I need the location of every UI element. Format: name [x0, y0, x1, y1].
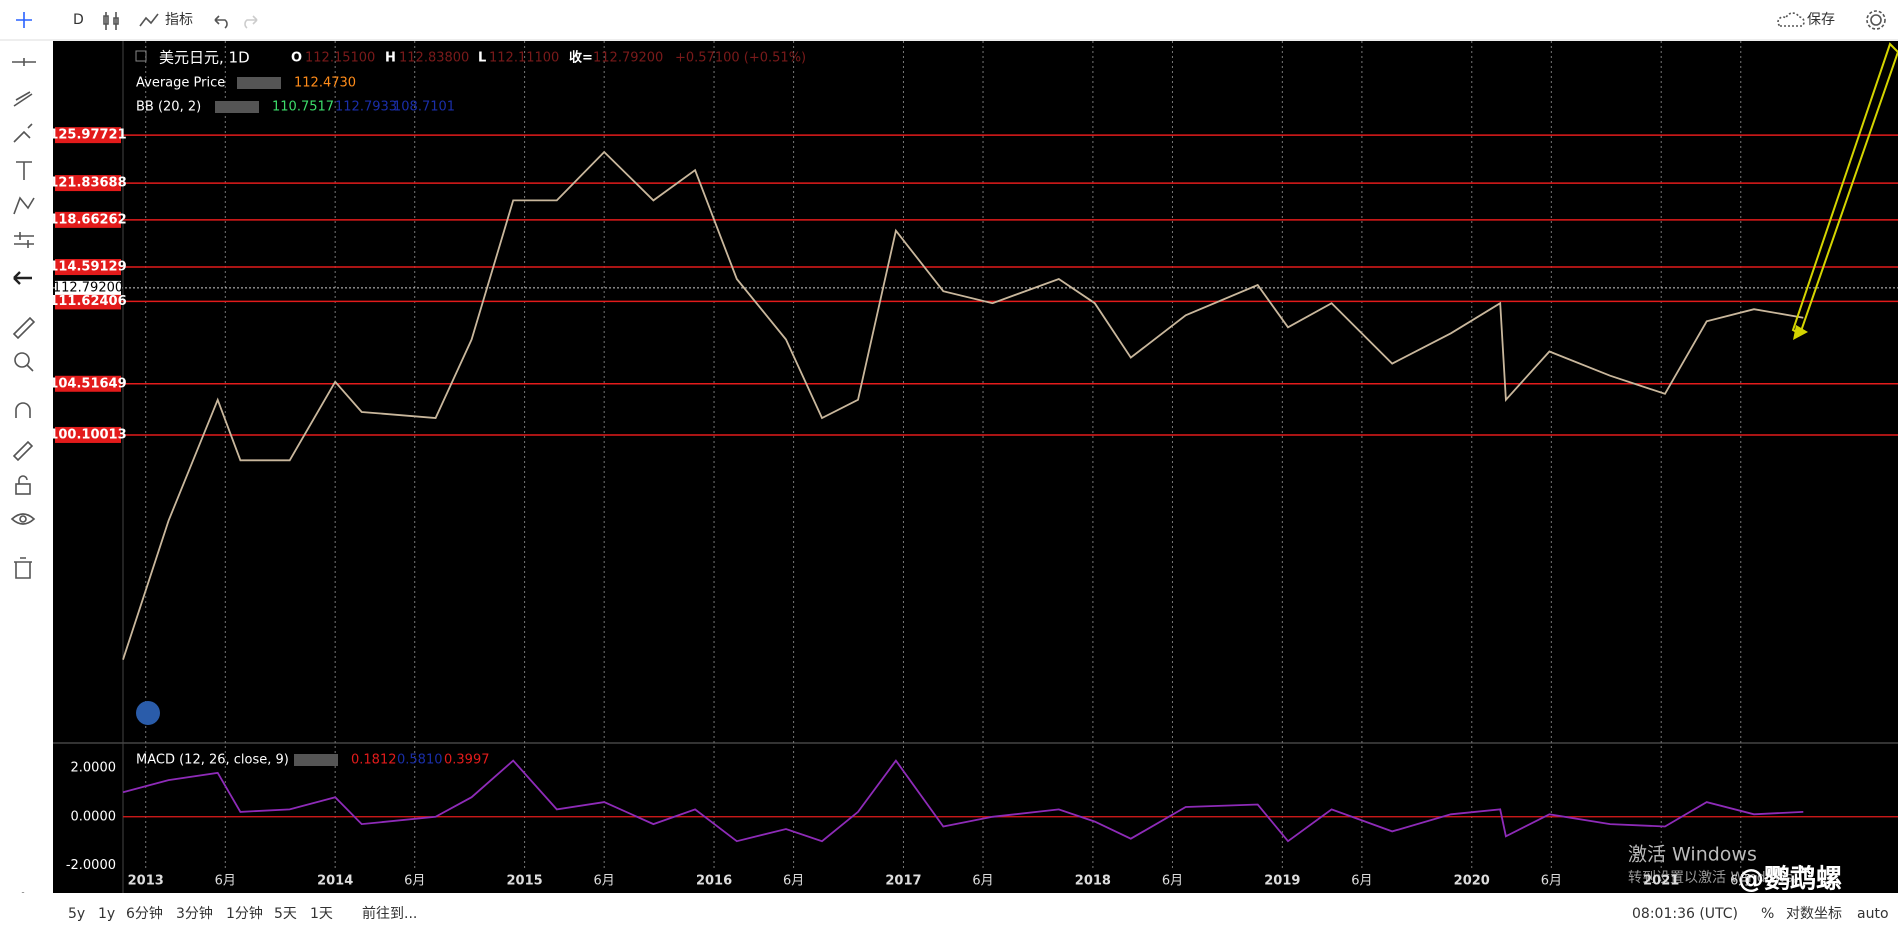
range-buttons: 5y 1y 6分钟 3分钟 1分钟 5天 1天	[68, 905, 333, 922]
range-button[interactable]: 1分钟	[226, 905, 263, 922]
activate-watermark: 激活 Windows	[1628, 844, 1757, 866]
settings-icon[interactable]	[1866, 10, 1886, 30]
close-label: 收=	[569, 50, 593, 66]
sidebar	[0, 41, 53, 936]
level-label: 111.62406	[49, 294, 126, 309]
indicator-buttons[interactable]	[294, 754, 338, 766]
indicator-buttons[interactable]	[237, 77, 281, 89]
settings-watermark: 转到设置以激活 Windows。	[1628, 869, 1807, 886]
bb-upper: 112.7933	[335, 100, 397, 115]
last-price-box	[55, 280, 121, 295]
x-tick-label: 2020	[1454, 874, 1490, 889]
x-tick-label: 6月	[1162, 874, 1183, 889]
x-tick-label: 2015	[507, 874, 543, 889]
x-tick-label: 2017	[885, 874, 921, 889]
x-tick-label: 2013	[128, 874, 164, 889]
x-tick-label: 2014	[317, 874, 353, 889]
bb-name: BB (20, 2)	[136, 100, 201, 115]
range-button[interactable]: 1天	[310, 906, 333, 922]
x-tick-label: 2018	[1075, 874, 1111, 889]
close-value: 112.79200	[593, 51, 663, 66]
auto-button[interactable]: auto	[1857, 906, 1889, 922]
x-tick-label: 6月	[1351, 874, 1372, 889]
y-tick-label: 2.0000	[71, 760, 117, 775]
save-button[interactable]: 保存	[1807, 12, 1835, 28]
collapse-icon[interactable]	[135, 50, 147, 62]
last-price-label: 112.79200	[53, 280, 123, 295]
macd-signal: 0.3997	[444, 753, 490, 768]
indicators-button[interactable]: 指标	[165, 12, 193, 28]
avg-value: 112.4730	[294, 76, 356, 91]
bb-mid: 110.7517	[272, 100, 334, 115]
low-label: L	[478, 51, 486, 66]
change-value: +0.57100 (+0.51%)	[675, 51, 806, 66]
goto-button[interactable]: 前往到...	[362, 905, 417, 922]
redo-icon	[244, 15, 258, 29]
level-label: 104.51649	[49, 376, 126, 391]
log-button[interactable]: 对数坐标	[1786, 906, 1842, 922]
range-button[interactable]: 5y	[68, 906, 85, 922]
percent-button[interactable]: %	[1761, 906, 1774, 922]
bb-lower: 108.7101	[393, 100, 455, 115]
toolbar	[0, 0, 1898, 40]
x-tick-label: 6月	[1730, 874, 1751, 889]
y-tick-label: 0.0000	[71, 809, 117, 824]
sidebar-tools[interactable]	[10, 12, 36, 909]
level-label-box	[55, 175, 121, 192]
trend-arrow-head	[1793, 325, 1808, 340]
level-label-box	[55, 426, 121, 443]
level-label: 118.66262	[49, 212, 126, 227]
high-value: 112.83800	[399, 51, 469, 66]
level-label-box	[55, 127, 121, 144]
x-tick-label: 2021	[1643, 874, 1679, 889]
x-tick-label: 6月	[215, 874, 236, 889]
range-button[interactable]: 6分钟	[126, 905, 163, 922]
level-label: 121.83688	[49, 176, 126, 191]
logo-badge	[136, 701, 160, 725]
level-label-box	[55, 211, 121, 228]
x-tick-label: 6月	[972, 874, 993, 889]
x-tick-label: 6月	[783, 874, 804, 889]
level-label: 125.97721	[49, 128, 126, 143]
open-label: O	[291, 51, 302, 66]
indicators-icon[interactable]	[139, 13, 159, 27]
range-button[interactable]: 5天	[274, 906, 297, 922]
x-tick-label: 6月	[594, 874, 615, 889]
x-tick-label: 2016	[696, 874, 732, 889]
level-label-box	[55, 259, 121, 276]
level-label: 114.59129	[49, 260, 126, 275]
macd-hist: 0.1812	[351, 753, 397, 768]
series-line	[122, 150, 1804, 660]
x-tick-label: 6月	[1541, 874, 1562, 889]
x-tick-label: 6月	[404, 874, 425, 889]
symbol: 美元日元, 1D	[159, 49, 250, 67]
clock: 08:01:36 (UTC)	[1632, 906, 1738, 922]
high-label: H	[385, 51, 396, 66]
plot-layer	[53, 134, 1898, 843]
indicator-buttons[interactable]	[215, 101, 259, 113]
x-tick-label: 2019	[1264, 874, 1300, 889]
range-button[interactable]: 1y	[98, 906, 115, 922]
y-tick-label: -2.0000	[66, 858, 116, 873]
macd-macd: 0.5810	[397, 753, 443, 768]
level-label-box	[55, 293, 121, 310]
series-line	[122, 759, 1804, 843]
macd-name: MACD (12, 26, close, 9)	[136, 753, 289, 768]
interval-button[interactable]: D	[73, 12, 84, 28]
open-value: 112.15100	[305, 51, 375, 66]
low-value: 112.11100	[489, 51, 559, 66]
range-button[interactable]: 3分钟	[176, 905, 213, 922]
level-label: 100.10013	[49, 427, 126, 442]
author-watermark: @鹦鹉螺	[1738, 865, 1842, 895]
chart-type-icon[interactable]	[103, 12, 119, 30]
undo-icon[interactable]	[214, 15, 228, 29]
level-label-box	[55, 375, 121, 392]
bottom-bar	[0, 893, 1898, 936]
avg-name: Average Price	[136, 76, 225, 91]
